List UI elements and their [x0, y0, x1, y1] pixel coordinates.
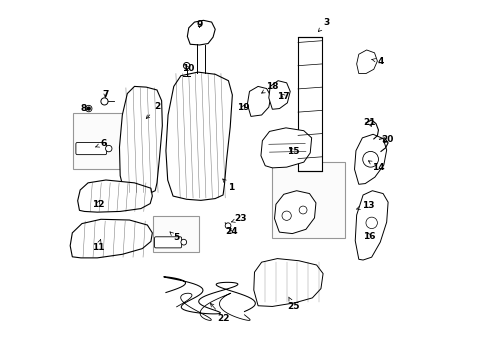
Text: 24: 24 [224, 227, 237, 236]
Polygon shape [274, 191, 315, 234]
Text: 1: 1 [222, 179, 234, 192]
Polygon shape [356, 50, 377, 73]
Text: 19: 19 [236, 103, 249, 112]
FancyBboxPatch shape [76, 143, 106, 155]
Circle shape [362, 152, 378, 167]
Text: 16: 16 [363, 232, 375, 241]
Text: 25: 25 [287, 297, 299, 311]
Circle shape [365, 217, 377, 229]
Text: 13: 13 [356, 201, 373, 210]
Circle shape [85, 105, 92, 112]
Text: 6: 6 [95, 139, 107, 148]
Circle shape [105, 145, 112, 152]
Text: 3: 3 [318, 18, 329, 32]
Bar [298, 37, 322, 171]
Bar [272, 162, 344, 238]
Polygon shape [70, 219, 152, 258]
Polygon shape [261, 128, 311, 168]
Text: 12: 12 [91, 200, 104, 209]
Text: 9: 9 [196, 20, 202, 29]
Text: 18: 18 [261, 82, 278, 93]
Circle shape [181, 239, 186, 245]
Text: 22: 22 [210, 303, 230, 323]
Polygon shape [165, 72, 232, 201]
Text: 17: 17 [277, 91, 289, 100]
Polygon shape [78, 180, 152, 212]
Polygon shape [119, 86, 162, 195]
Text: 15: 15 [286, 147, 299, 156]
Circle shape [183, 63, 189, 69]
Text: 11: 11 [91, 239, 104, 252]
Text: 4: 4 [371, 57, 383, 66]
Text: 14: 14 [367, 161, 384, 172]
Circle shape [225, 223, 230, 229]
Circle shape [282, 211, 291, 220]
FancyBboxPatch shape [154, 237, 181, 248]
Circle shape [101, 98, 108, 105]
Text: 7: 7 [102, 90, 108, 99]
Text: 23: 23 [231, 214, 246, 223]
Text: 2: 2 [146, 102, 161, 118]
Text: 10: 10 [182, 64, 194, 73]
Polygon shape [354, 134, 386, 184]
Circle shape [299, 206, 306, 214]
Circle shape [87, 107, 90, 110]
Polygon shape [354, 191, 387, 260]
Polygon shape [253, 258, 323, 306]
Text: 8: 8 [81, 104, 88, 113]
Text: 20: 20 [380, 135, 392, 144]
Text: 21: 21 [363, 118, 375, 127]
Bar [73, 113, 134, 169]
Polygon shape [268, 81, 290, 109]
Text: 5: 5 [170, 232, 179, 242]
Polygon shape [187, 20, 215, 45]
Bar [153, 216, 199, 252]
Polygon shape [247, 86, 270, 116]
